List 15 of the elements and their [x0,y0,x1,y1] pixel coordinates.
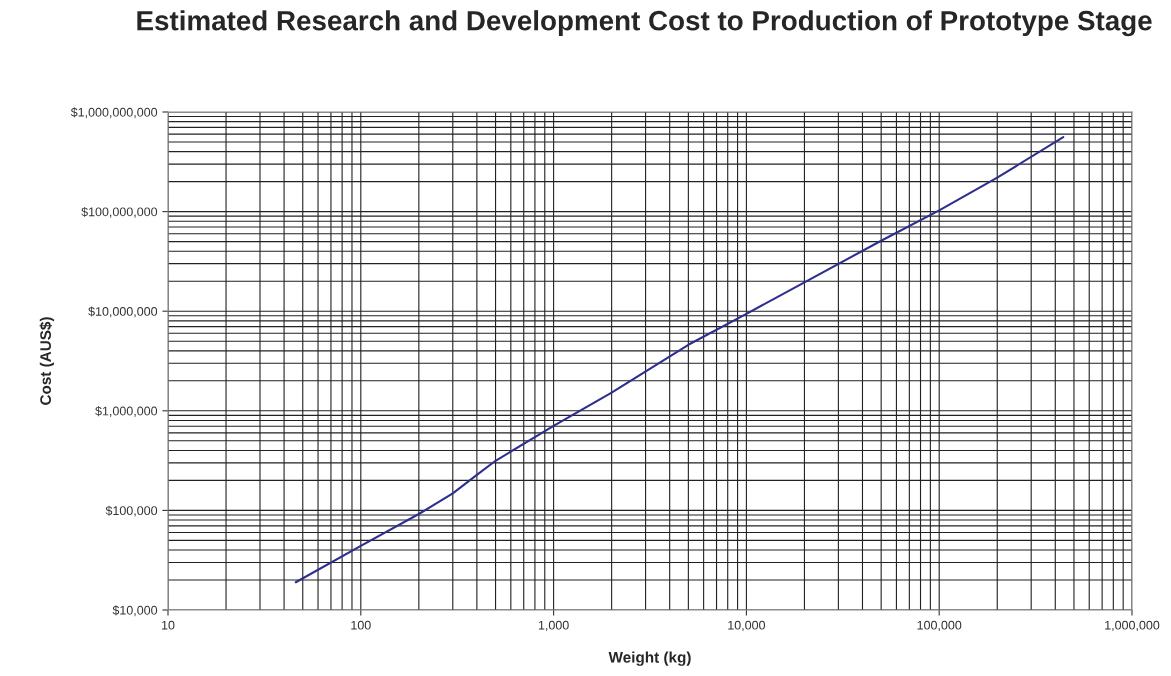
y-tick-label: $100,000 [105,505,158,517]
y-axis-title: Cost (AUS$) [39,317,55,405]
y-tick-label: $100,000,000 [81,206,158,218]
y-tick-label: $1,000,000,000 [70,107,158,119]
x-tick-label: 10,000 [728,620,766,632]
x-axis-title: Weight (kg) [608,651,691,666]
chart-title: Estimated Research and Development Cost to Production of Prototype Stage [137,10,1152,37]
y-tick-label: $1,000,000 [95,406,158,417]
x-tick-label: 1,000 [538,620,569,632]
y-tick-label: $10,000,000 [88,306,158,318]
x-tick-label: 1,000,000 [1105,620,1160,632]
x-tick-label: 100 [351,620,371,630]
x-tick-label: 10 [162,620,175,630]
y-tick-label: $10,000 [112,605,158,617]
x-tick-label: 100,000 [917,620,962,632]
